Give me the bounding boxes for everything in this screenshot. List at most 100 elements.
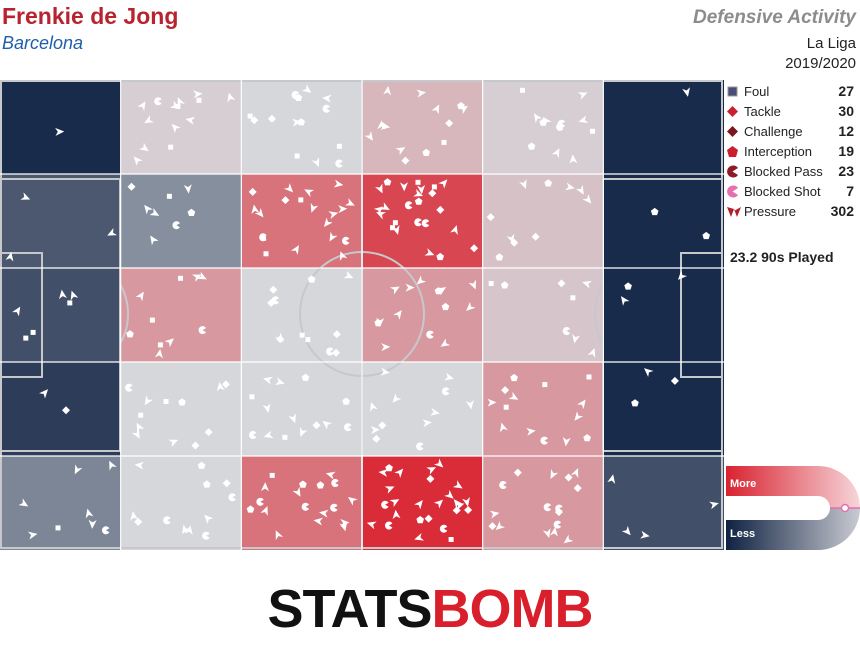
event-marker-pentagon: [294, 93, 303, 101]
event-marker-arrow: [322, 94, 332, 103]
event-marker-square: [30, 329, 36, 335]
heatmap-cell-r4-c4: [362, 362, 483, 456]
event-marker-pentagon: [434, 287, 443, 295]
event-marker-arrow: [682, 87, 690, 97]
heatmap-cell-r3-c3: [241, 268, 362, 362]
legend-count: 302: [830, 203, 854, 219]
event-marker-arrow: [577, 92, 588, 100]
event-marker-arrow: [379, 202, 390, 211]
event-marker-diamond: [267, 298, 276, 307]
event-marker-arrow: [426, 467, 437, 475]
event-marker-arrow: [709, 501, 719, 510]
event-marker-arrow: [283, 183, 294, 193]
event-marker-arrow: [260, 506, 268, 516]
event-marker-arrow: [136, 422, 145, 433]
heatmap-cell-r3-c6: [603, 268, 724, 362]
event-marker-arrow: [416, 275, 427, 285]
event-marker-arrow: [620, 296, 630, 306]
event-marker-diamond: [269, 285, 278, 294]
event-marker-pacman: [416, 442, 424, 451]
event-marker-diamond: [191, 441, 200, 450]
svg-text:STATSBOMB: STATSBOMB: [268, 579, 593, 638]
logo-stats: STATS: [268, 579, 432, 638]
event-marker-arrow: [577, 399, 586, 410]
event-marker-arrow: [373, 206, 384, 216]
event-marker-square: [298, 197, 304, 203]
event-marker-pentagon: [414, 197, 423, 205]
event-marker-arrow: [578, 115, 589, 124]
event-marker-arrow: [431, 104, 440, 115]
event-marker-pentagon: [342, 397, 350, 405]
event-marker-arrow: [301, 84, 312, 93]
event-marker-arrow: [570, 468, 579, 478]
event-marker-pacman: [557, 119, 566, 128]
event-marker-pacman: [228, 493, 236, 502]
event-marker-pacman: [562, 327, 571, 335]
event-marker-arrow: [204, 514, 214, 524]
player-name: Frenkie de Jong: [2, 3, 179, 29]
event-marker-arrow: [85, 508, 94, 519]
event-marker-square: [305, 337, 311, 343]
event-marker-square: [157, 342, 163, 348]
event-marker-arrow: [290, 245, 299, 255]
event-marker-diamond: [531, 232, 540, 241]
diamond-icon: [727, 106, 738, 117]
legend-count: 7: [846, 183, 854, 199]
event-marker-square: [249, 394, 255, 400]
heatmap-cell-r2-c2: [120, 174, 242, 268]
event-marker-arrow: [384, 486, 395, 494]
event-marker-arrow: [364, 131, 373, 141]
event-marker-diamond: [488, 522, 497, 531]
legend-label: Challenge: [744, 124, 803, 139]
arrowhead-icon: [727, 207, 741, 217]
event-marker-arrow: [395, 147, 406, 156]
heatmap-cell-r1-c1: [0, 80, 121, 174]
event-marker-pentagon: [126, 330, 134, 338]
pacman-icon: [727, 185, 738, 198]
event-marker-arrow: [587, 348, 596, 358]
event-marker-arrow: [574, 411, 584, 421]
event-marker-arrow: [339, 251, 348, 262]
event-marker-pentagon: [197, 461, 206, 469]
event-marker-arrow: [193, 90, 203, 99]
event-marker-diamond: [250, 116, 259, 125]
legend-item-interception: Interception 19: [726, 142, 858, 162]
legend-label: Blocked Pass: [744, 164, 823, 179]
event-marker-pentagon: [650, 207, 659, 216]
event-marker-diamond: [670, 376, 679, 385]
legend-item-blocked-shot: Blocked Shot 7: [726, 182, 858, 202]
event-marker-pacman: [172, 221, 180, 230]
event-marker-arrow: [274, 377, 285, 385]
event-marker-arrow: [304, 189, 315, 198]
event-marker-square: [542, 382, 548, 388]
event-marker-square: [448, 537, 454, 542]
event-marker-arrow: [216, 381, 225, 392]
event-marker-pentagon: [374, 319, 382, 327]
event-marker-arrow: [18, 498, 29, 507]
event-marker-square: [55, 525, 61, 531]
event-marker-pacman: [331, 479, 339, 487]
heatmap-cell-r1-c6: [603, 80, 724, 174]
event-marker-arrow: [526, 427, 536, 436]
event-marker-pacman: [540, 436, 548, 445]
event-marker-arrow: [109, 460, 117, 471]
legend-count: 12: [838, 123, 854, 139]
event-marker-pentagon: [583, 434, 591, 442]
event-marker-square: [336, 143, 342, 149]
event-marker-arrow: [27, 531, 38, 540]
event-marker-diamond: [281, 196, 290, 205]
event-marker-pentagon: [301, 373, 310, 381]
event-marker-arrow: [389, 499, 400, 508]
event-marker-arrow: [565, 182, 575, 191]
event-marker-arrow: [444, 372, 454, 381]
event-marker-arrow: [438, 179, 448, 189]
event-marker-arrow: [197, 271, 207, 280]
event-marker-arrow: [70, 290, 79, 301]
heatmap-cell-r3-c2: [120, 268, 242, 362]
event-marker-arrow: [389, 286, 400, 295]
event-marker-arrow: [375, 183, 383, 194]
event-marker-arrow: [325, 471, 336, 480]
event-marker-pentagon: [178, 398, 186, 406]
legend-item-challenge: Challenge 12: [726, 122, 858, 142]
heatmap-cell-r2-c3: [241, 174, 362, 268]
